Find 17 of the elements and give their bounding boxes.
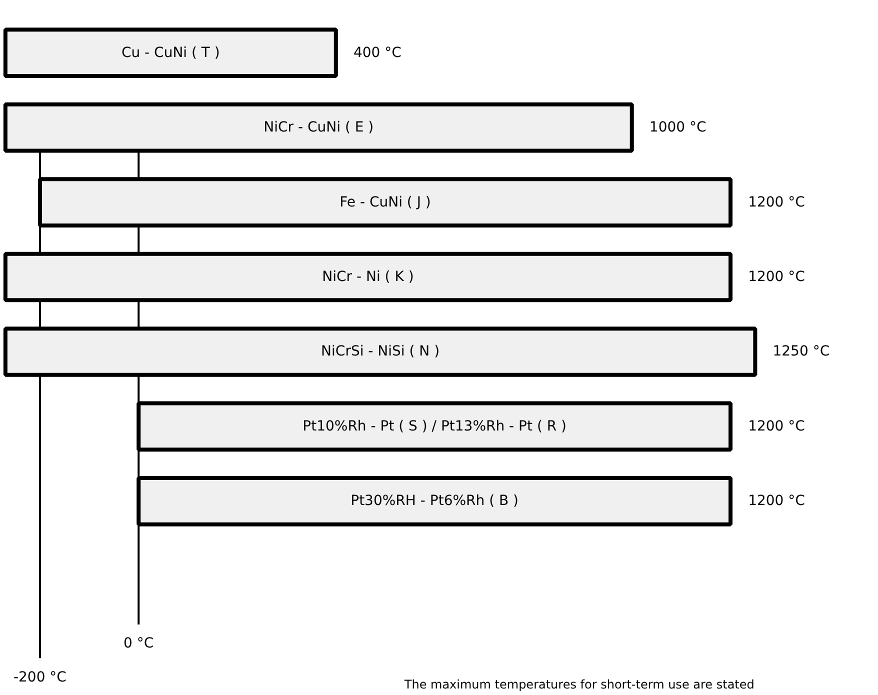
y-tick-label: NiCrSi - NiSi ( N )	[321, 344, 440, 360]
ref-line-label: -200 °C	[13, 669, 67, 686]
data-label: 1200 °C	[748, 269, 806, 286]
ref-line-label: 0 °C	[124, 636, 154, 652]
y-tick-label: Fe - CuNi ( J )	[340, 194, 431, 210]
data-label: 1250 °C	[772, 344, 830, 360]
data-label: 1000 °C	[649, 120, 707, 136]
data-label: 1200 °C	[748, 194, 806, 210]
data-label: 400 °C	[353, 44, 402, 61]
data-label: 1200 °C	[748, 493, 806, 510]
data-label: 1200 °C	[748, 418, 806, 434]
y-tick-label: Pt10%Rh - Pt ( S ) / Pt13%Rh - Pt ( R )	[302, 418, 567, 434]
y-tick-label: NiCr - CuNi ( E )	[264, 120, 374, 136]
y-tick-label: Cu - CuNi ( T )	[121, 44, 220, 61]
y-tick-label: Pt30%RH - Pt6%Rh ( B )	[350, 493, 519, 510]
y-tick-label: NiCr - Ni ( K )	[322, 269, 414, 286]
text: The maximum temperatures for short-term use are stated	[403, 677, 754, 692]
